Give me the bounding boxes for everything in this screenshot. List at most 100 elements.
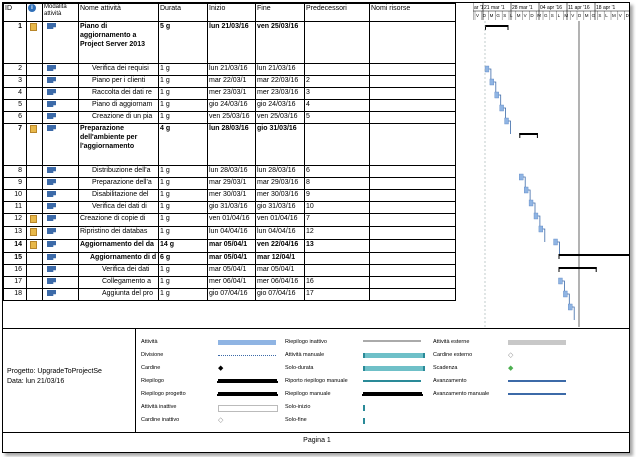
task-duration[interactable]: 1 g xyxy=(158,201,208,214)
task-resources[interactable] xyxy=(369,111,456,124)
task-duration[interactable]: 1 g xyxy=(158,288,208,301)
task-row[interactable]: 12 Creazione di copie di 1 g ven 01/04/16 ve… xyxy=(3,213,456,227)
task-name[interactable]: Creazione di copie di xyxy=(78,213,159,227)
task-predecessors[interactable]: 6 xyxy=(304,165,370,178)
task-name[interactable]: Disabilitazione del xyxy=(78,189,159,202)
task-row[interactable]: 18 Aggiunta del pro 1 g gio 07/04/16 gio 07/… xyxy=(3,288,456,301)
task-predecessors[interactable]: 3 xyxy=(304,87,370,100)
task-finish[interactable]: lun 21/03/16 xyxy=(255,63,305,76)
col-resources[interactable]: Nomi risorse xyxy=(369,3,456,22)
task-finish[interactable]: mar 12/04/1 xyxy=(255,252,305,265)
task-predecessors[interactable]: 13 xyxy=(304,239,370,253)
task-row[interactable]: 16 Verifica dei dati 1 g mar 05/04/1 mar 05/… xyxy=(3,264,456,277)
task-start[interactable]: lun 28/03/16 xyxy=(207,165,256,178)
task-name[interactable]: Ripristino dei databas xyxy=(78,226,159,240)
task-row[interactable]: 9 Preparazione dell'a 1 g mar 29/03/1 mar 29… xyxy=(3,177,456,190)
task-bar[interactable] xyxy=(519,173,524,181)
task-duration[interactable]: 1 g xyxy=(158,226,208,240)
col-duration[interactable]: Durata xyxy=(158,3,208,22)
task-resources[interactable] xyxy=(369,75,456,88)
summary-bar[interactable] xyxy=(485,25,509,27)
task-resources[interactable] xyxy=(369,239,456,253)
task-finish[interactable]: mer 06/04/16 xyxy=(255,276,305,289)
task-predecessors[interactable]: 5 xyxy=(304,111,370,124)
task-name[interactable]: Piano di aggiornamento a Project Server … xyxy=(78,21,159,64)
task-finish[interactable]: mer 30/03/16 xyxy=(255,189,305,202)
task-bar[interactable] xyxy=(494,91,499,99)
task-row[interactable]: 5 Piano di aggiornam 1 g gio 24/03/16 gio 24… xyxy=(3,99,456,112)
task-bar[interactable] xyxy=(484,65,490,73)
task-name[interactable]: Raccolta dei dati re xyxy=(78,87,159,100)
task-duration[interactable]: 1 g xyxy=(158,276,208,289)
task-finish[interactable]: mar 22/03/16 xyxy=(255,75,305,88)
task-bar[interactable] xyxy=(504,117,509,125)
task-predecessors[interactable]: 7 xyxy=(304,213,370,227)
task-finish[interactable]: lun 04/04/16 xyxy=(255,226,305,240)
task-bar[interactable] xyxy=(563,290,568,298)
task-duration[interactable]: 1 g xyxy=(158,189,208,202)
task-finish[interactable]: gio 07/04/16 xyxy=(255,288,305,301)
task-start[interactable]: mar 05/04/1 xyxy=(207,264,256,277)
task-start[interactable]: mar 05/04/1 xyxy=(207,252,256,265)
task-predecessors[interactable]: 17 xyxy=(304,288,370,301)
task-resources[interactable] xyxy=(369,63,456,76)
task-name[interactable]: Piano di aggiornam xyxy=(78,99,159,112)
task-start[interactable]: lun 28/03/16 xyxy=(207,123,256,166)
task-row[interactable]: 11 Verifica dei dati di 1 g gio 31/03/16 gio… xyxy=(3,201,456,214)
task-resources[interactable] xyxy=(369,165,456,178)
summary-bar[interactable] xyxy=(558,267,597,269)
col-name[interactable]: Nome attività xyxy=(78,3,159,22)
summary-bar[interactable] xyxy=(558,254,631,256)
task-finish[interactable]: ven 22/04/16 xyxy=(255,239,305,253)
task-row[interactable]: 13 Ripristino dei databas 1 g lun 04/04/16 l… xyxy=(3,226,456,240)
task-predecessors[interactable]: 12 xyxy=(304,226,370,240)
task-name[interactable]: Preparazione dell'a xyxy=(78,177,159,190)
task-predecessors[interactable]: 9 xyxy=(304,189,370,202)
task-bar[interactable] xyxy=(499,104,504,112)
task-row[interactable]: 6 Creazione di un pia 1 g ven 25/03/16 ven 2… xyxy=(3,111,456,124)
task-resources[interactable] xyxy=(369,87,456,100)
task-duration[interactable]: 4 g xyxy=(158,123,208,166)
task-resources[interactable] xyxy=(369,288,456,301)
task-duration[interactable]: 1 g xyxy=(158,165,208,178)
task-predecessors[interactable]: 2 xyxy=(304,75,370,88)
task-start[interactable]: mar 05/04/1 xyxy=(207,239,256,253)
task-duration[interactable]: 1 g xyxy=(158,99,208,112)
task-name[interactable]: Aggiornamento di d xyxy=(78,252,159,265)
task-start[interactable]: gio 24/03/16 xyxy=(207,99,256,112)
task-finish[interactable]: ven 01/04/16 xyxy=(255,213,305,227)
task-row[interactable]: 7 Preparazione dell'ambiente per l'aggior… xyxy=(3,123,456,166)
task-start[interactable]: gio 07/04/16 xyxy=(207,288,256,301)
task-finish[interactable]: mer 23/03/16 xyxy=(255,87,305,100)
task-name[interactable]: Aggiunta del pro xyxy=(78,288,159,301)
task-duration[interactable]: 1 g xyxy=(158,177,208,190)
task-resources[interactable] xyxy=(369,177,456,190)
task-finish[interactable]: gio 31/03/16 xyxy=(255,123,305,166)
task-duration[interactable]: 14 g xyxy=(158,239,208,253)
task-name[interactable]: Verifica dei requisi xyxy=(78,63,159,76)
task-start[interactable]: ven 25/03/16 xyxy=(207,111,256,124)
task-row[interactable]: 2 Verifica dei requisi 1 g lun 21/03/16 lun … xyxy=(3,63,456,76)
task-predecessors[interactable]: 16 xyxy=(304,276,370,289)
task-row[interactable]: 10 Disabilitazione del 1 g mer 30/03/1 mer 3… xyxy=(3,189,456,202)
task-start[interactable]: lun 21/03/16 xyxy=(207,63,256,76)
task-name[interactable]: Preparazione dell'ambiente per l'aggiorn… xyxy=(78,123,159,166)
task-finish[interactable]: ven 25/03/16 xyxy=(255,111,305,124)
task-finish[interactable]: mar 29/03/16 xyxy=(255,177,305,190)
task-bar[interactable] xyxy=(568,303,573,311)
task-name[interactable]: Piano per i clienti xyxy=(78,75,159,88)
task-resources[interactable] xyxy=(369,213,456,227)
task-predecessors[interactable] xyxy=(304,123,370,166)
task-start[interactable]: gio 31/03/16 xyxy=(207,201,256,214)
task-predecessors[interactable]: 8 xyxy=(304,177,370,190)
task-duration[interactable]: 1 g xyxy=(158,75,208,88)
task-resources[interactable] xyxy=(369,201,456,214)
col-mode[interactable]: Modalità attività xyxy=(42,3,79,22)
task-row[interactable]: 1 Piano di aggiornamento a Project Server… xyxy=(3,21,456,64)
task-start[interactable]: mer 06/04/1 xyxy=(207,276,256,289)
task-predecessors[interactable]: 10 xyxy=(304,201,370,214)
task-name[interactable]: Verifica dei dati xyxy=(78,264,159,277)
task-row[interactable]: 14 Aggiornamento del da 14 g mar 05/04/1 ven… xyxy=(3,239,456,253)
task-resources[interactable] xyxy=(369,252,456,265)
